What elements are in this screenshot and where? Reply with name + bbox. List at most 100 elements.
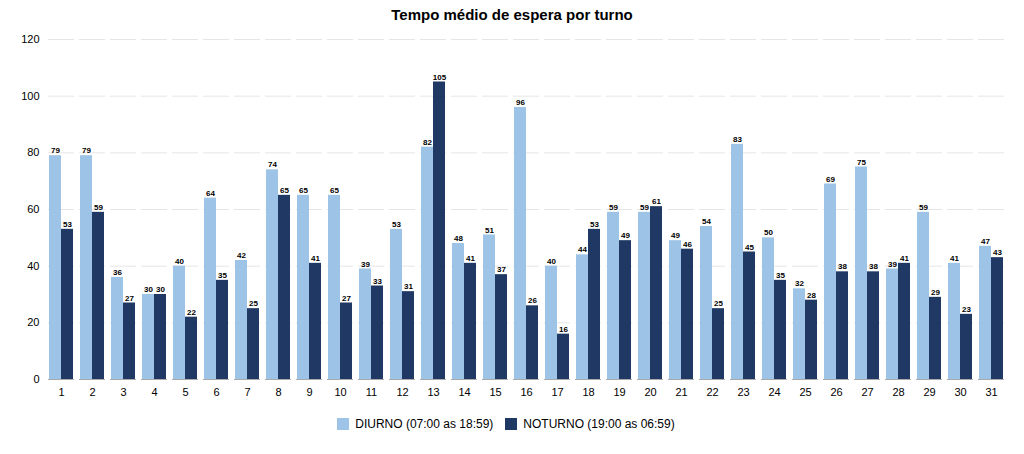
svg-text:36: 36 — [113, 268, 122, 277]
svg-text:49: 49 — [621, 231, 630, 240]
svg-text:96: 96 — [516, 98, 525, 107]
svg-text:20: 20 — [27, 316, 39, 328]
svg-text:5: 5 — [182, 386, 188, 398]
svg-text:22: 22 — [187, 308, 196, 317]
svg-text:10: 10 — [334, 386, 346, 398]
svg-text:40: 40 — [175, 257, 184, 266]
svg-text:0: 0 — [33, 373, 39, 385]
svg-text:28: 28 — [892, 386, 904, 398]
svg-text:79: 79 — [82, 146, 91, 155]
svg-text:64: 64 — [206, 189, 215, 198]
svg-text:60: 60 — [27, 203, 39, 215]
svg-text:33: 33 — [373, 277, 382, 286]
svg-text:29: 29 — [931, 288, 940, 297]
svg-text:46: 46 — [683, 240, 692, 249]
svg-text:3: 3 — [120, 386, 126, 398]
svg-text:43: 43 — [993, 248, 1002, 257]
svg-text:65: 65 — [330, 186, 339, 195]
svg-text:75: 75 — [857, 158, 866, 167]
svg-text:65: 65 — [280, 186, 289, 195]
svg-text:35: 35 — [776, 271, 785, 280]
svg-text:13: 13 — [427, 386, 439, 398]
svg-text:59: 59 — [640, 203, 649, 212]
svg-text:53: 53 — [392, 220, 401, 229]
svg-text:32: 32 — [795, 279, 804, 288]
svg-text:19: 19 — [613, 386, 625, 398]
svg-text:12: 12 — [396, 386, 408, 398]
svg-text:27: 27 — [125, 294, 134, 303]
svg-text:30: 30 — [954, 386, 966, 398]
svg-text:59: 59 — [94, 203, 103, 212]
svg-text:23: 23 — [737, 386, 749, 398]
svg-text:20: 20 — [644, 386, 656, 398]
svg-text:28: 28 — [807, 291, 816, 300]
svg-text:41: 41 — [311, 254, 320, 263]
svg-text:79: 79 — [51, 146, 60, 155]
svg-text:38: 38 — [869, 262, 878, 271]
svg-text:31: 31 — [404, 282, 413, 291]
svg-text:18: 18 — [582, 386, 594, 398]
svg-text:23: 23 — [962, 305, 971, 314]
svg-text:41: 41 — [466, 254, 475, 263]
svg-text:80: 80 — [27, 146, 39, 158]
svg-text:53: 53 — [590, 220, 599, 229]
svg-text:59: 59 — [609, 203, 618, 212]
svg-text:45: 45 — [745, 243, 754, 252]
svg-text:82: 82 — [423, 138, 432, 147]
svg-text:39: 39 — [361, 260, 370, 269]
svg-text:53: 53 — [63, 220, 72, 229]
svg-text:25: 25 — [799, 386, 811, 398]
svg-text:17: 17 — [551, 386, 563, 398]
svg-text:40: 40 — [27, 260, 39, 272]
svg-text:61: 61 — [652, 197, 661, 206]
svg-text:69: 69 — [826, 175, 835, 184]
svg-text:74: 74 — [268, 160, 277, 169]
svg-text:65: 65 — [299, 186, 308, 195]
svg-text:1: 1 — [58, 386, 64, 398]
svg-text:30: 30 — [156, 285, 165, 294]
svg-text:16: 16 — [520, 386, 532, 398]
svg-text:6: 6 — [213, 386, 219, 398]
svg-text:14: 14 — [458, 386, 470, 398]
svg-text:59: 59 — [919, 203, 928, 212]
svg-text:21: 21 — [675, 386, 687, 398]
svg-text:29: 29 — [923, 386, 935, 398]
svg-text:40: 40 — [547, 257, 556, 266]
svg-text:35: 35 — [218, 271, 227, 280]
svg-text:16: 16 — [559, 325, 568, 334]
svg-text:49: 49 — [671, 231, 680, 240]
svg-text:50: 50 — [764, 228, 773, 237]
svg-text:100: 100 — [21, 90, 39, 102]
svg-text:27: 27 — [342, 294, 351, 303]
svg-text:30: 30 — [144, 285, 153, 294]
svg-text:105: 105 — [433, 73, 447, 82]
svg-text:54: 54 — [702, 217, 711, 226]
svg-text:24: 24 — [768, 386, 780, 398]
svg-text:2: 2 — [89, 386, 95, 398]
svg-text:38: 38 — [838, 262, 847, 271]
svg-text:4: 4 — [151, 386, 157, 398]
svg-text:42: 42 — [237, 251, 246, 260]
svg-text:31: 31 — [985, 386, 997, 398]
svg-text:83: 83 — [733, 135, 742, 144]
svg-text:39: 39 — [888, 260, 897, 269]
svg-text:41: 41 — [950, 254, 959, 263]
svg-text:11: 11 — [366, 386, 377, 398]
svg-text:48: 48 — [454, 234, 463, 243]
svg-text:120: 120 — [21, 33, 39, 45]
svg-text:25: 25 — [714, 299, 723, 308]
svg-text:22: 22 — [706, 386, 718, 398]
svg-text:37: 37 — [497, 265, 506, 274]
svg-text:41: 41 — [900, 254, 909, 263]
svg-text:15: 15 — [489, 386, 501, 398]
svg-text:44: 44 — [578, 245, 587, 254]
svg-text:27: 27 — [861, 386, 873, 398]
svg-text:26: 26 — [830, 386, 842, 398]
svg-text:51: 51 — [485, 226, 494, 235]
svg-text:8: 8 — [275, 386, 281, 398]
svg-text:47: 47 — [981, 237, 990, 246]
svg-text:26: 26 — [528, 296, 537, 305]
svg-text:9: 9 — [306, 386, 312, 398]
svg-text:25: 25 — [249, 299, 258, 308]
svg-text:7: 7 — [244, 386, 250, 398]
